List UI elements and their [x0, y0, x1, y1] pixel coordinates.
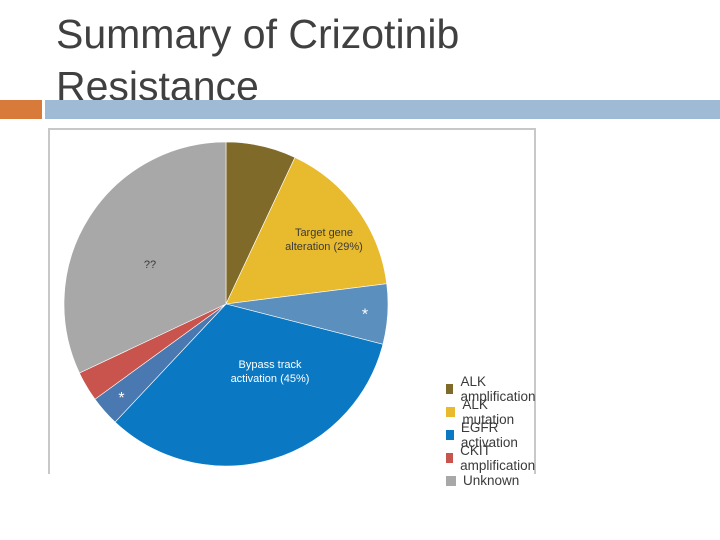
pie-annotation: ??	[144, 259, 156, 271]
legend-item: ALK mutation	[446, 397, 538, 427]
legend-swatch	[446, 452, 454, 463]
legend-item: CKIT amplification	[446, 443, 538, 473]
chart-legend: ALK amplification ALK mutation EGFR activa…	[446, 374, 538, 492]
legend-label: EGFR activation	[460, 420, 518, 450]
pie-chart: * * Target gene alteration (29%) Bypass trac…	[63, 141, 389, 467]
title-bar-accent	[0, 100, 42, 119]
pie-annotation: Bypass track activation (45%)	[231, 359, 310, 385]
pie-annotation: Target gene alteration (29%)	[285, 227, 363, 253]
slide-title: Summary of Crizotinib Resistance	[56, 11, 460, 109]
pie-slice-unknown	[63, 141, 227, 374]
title-bar-line	[45, 100, 720, 119]
legend-swatch	[446, 429, 454, 440]
legend-item: ALK amplification	[446, 374, 538, 404]
slice-marker: *	[118, 390, 124, 407]
chart-frame: * * Target gene alteration (29%) Bypass trac…	[48, 128, 536, 488]
slice-marker: *	[362, 307, 368, 324]
legend-item: Unknown	[446, 469, 538, 492]
legend-label: ALK mutation	[462, 397, 515, 428]
legend-label: Unknown	[463, 473, 520, 489]
pie-slice-egfr-activation	[114, 303, 384, 467]
pie-slice-alk-mutation	[225, 157, 388, 305]
legend-label: ALK amplification	[460, 374, 536, 405]
legend-swatch	[446, 384, 454, 395]
legend-swatch	[446, 475, 456, 486]
legend-label: CKIT amplification	[460, 442, 536, 473]
legend-swatch	[446, 407, 456, 418]
legend-item: EGFR activation	[446, 420, 538, 450]
